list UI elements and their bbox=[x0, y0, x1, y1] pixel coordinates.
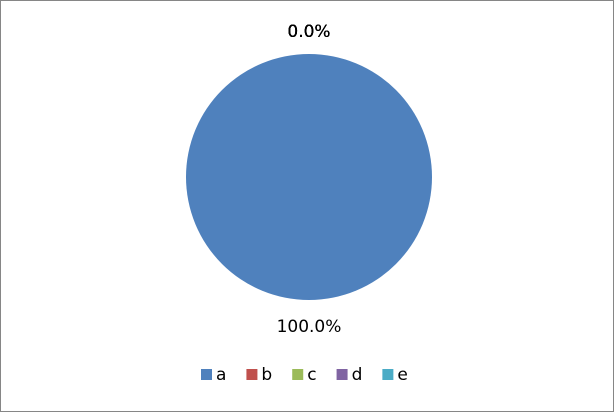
legend-label: d bbox=[352, 365, 363, 385]
legend-label: b bbox=[261, 365, 272, 385]
data-label: 0.0% bbox=[287, 22, 330, 42]
legend-swatch bbox=[336, 369, 348, 380]
legend-swatch bbox=[246, 369, 258, 380]
data-label: 0.0% bbox=[287, 22, 330, 42]
data-label: 0.0% bbox=[287, 22, 330, 42]
data-label: 100.0% bbox=[277, 317, 342, 337]
legend-swatch bbox=[382, 369, 394, 380]
legend-swatch bbox=[201, 369, 212, 380]
legend-swatch bbox=[292, 369, 304, 380]
legend-label: c bbox=[307, 365, 316, 385]
legend-label: a bbox=[216, 365, 226, 385]
legend-label: e bbox=[397, 365, 407, 385]
data-label: 0.0% bbox=[287, 22, 330, 42]
pie-slice bbox=[186, 54, 432, 300]
